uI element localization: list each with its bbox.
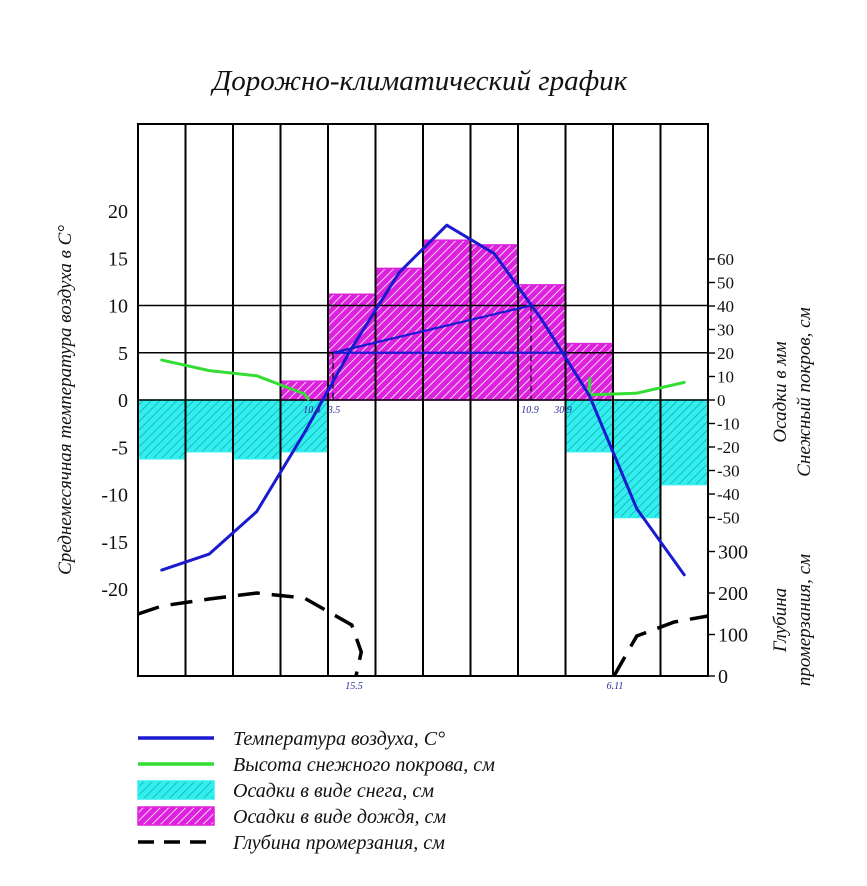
snow-bar [232,399,282,460]
legend-label: Осадки в виде снега, см [233,780,434,802]
legend-label: Осадки в виде дождя, см [233,806,446,828]
date-markers: 10.4 3.5 10.9 30.9 15.5 6.11 [303,405,623,692]
right-freeze-label-2: промерзания, см [794,554,815,686]
date-marker-top: 30.9 [553,405,572,416]
right-precip-label-2: Снежный покров, см [794,307,815,476]
legend-swatch [137,806,215,826]
left-tick-label: 0 [118,390,128,412]
right-freeze-tick-label: 0 [718,666,728,688]
legend-label: Глубина промерзания, см [232,832,445,854]
date-marker-bottom: 15.5 [345,681,363,692]
right-precip-tick-label: 30 [717,321,734,340]
freeze-depth-line [137,591,364,677]
left-tick-label: 5 [118,343,128,365]
snow-bar [184,399,234,453]
date-marker-top: 10.4 [303,405,321,416]
left-tick-label: -20 [101,579,128,601]
aux-line [332,304,532,354]
left-tick-label: 20 [108,201,128,223]
right-precip-tick-label: 40 [717,297,734,316]
snow-depth-line [587,380,686,397]
right-precip-tick-label: 50 [717,274,734,293]
snow-bar [612,399,662,519]
right-freeze-tick-label: 300 [718,542,748,564]
series-lines [137,223,709,677]
left-tick-label: 15 [108,248,128,270]
legend: Температура воздуха, С° Высота снежного п… [137,728,495,854]
left-tick-label: -10 [101,485,128,507]
rain-bar [469,244,519,401]
snow-depth-line [587,376,592,395]
date-marker-top: 3.5 [327,405,341,416]
right-precip-tick-label: -40 [717,485,740,504]
right-precip-tick-label: 10 [717,368,734,387]
left-axis-label: Среднемесячная температура воздуха в С° [55,225,76,575]
rain-bar [374,267,424,401]
left-tick-label: 10 [108,296,128,318]
freeze-depth-line [612,614,709,677]
legend-label: Высота снежного покрова, см [233,754,495,776]
temperature-line [160,223,686,577]
right-precip-tick-label: -10 [717,415,740,434]
right-freeze-tick-label: 200 [718,583,748,605]
chart-title: Дорожно-климатический график [210,65,628,97]
grid-lines [137,123,709,677]
rain-bar [279,380,329,401]
date-marker-top: 10.9 [521,405,539,416]
right-freeze-tick-label: 100 [718,625,748,647]
legend-swatch [137,780,215,800]
rain-bar [517,284,567,401]
right-precip-tick-label: -30 [717,462,740,481]
right-precip-tick-label: 0 [717,391,726,410]
right-precip-tick-label: -50 [717,509,740,528]
snow-bar [564,399,614,453]
left-tick-label: -5 [111,437,128,459]
rain-bar [422,239,472,401]
snow-bar [137,399,187,460]
right-precip-tick-label: -20 [717,438,740,457]
left-axis-ticks: 20 15 10 5 0 -5 -10 -15 -20 [101,201,128,601]
right-precip-label-1: Осадки в мм [770,341,791,442]
right-precip-tick-label: 20 [717,344,734,363]
snow-depth-line [303,392,311,401]
right-freeze-label-1: Глубина [770,588,791,653]
legend-label: Температура воздуха, С° [233,728,445,750]
auxiliary-lines [332,304,567,400]
date-marker-bottom: 6.11 [607,681,624,692]
rain-precip-bars [279,239,614,401]
right-precip-tick-label: 60 [717,250,734,269]
left-tick-label: -15 [101,532,128,554]
snow-depth-line [160,358,306,396]
snow-bar [659,399,709,486]
